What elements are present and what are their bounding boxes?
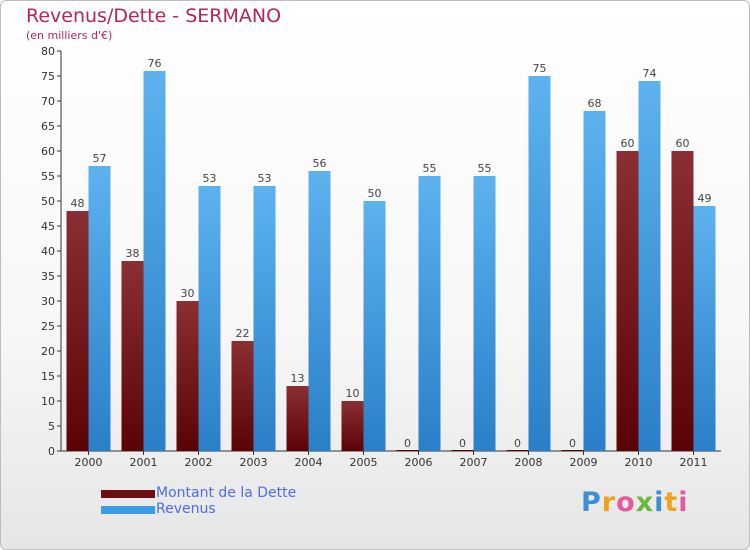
data-label-debt-2009: 0 [569,437,576,450]
chart-title: Revenus/Dette - SERMANO [26,5,282,27]
y-tick-label: 10 [41,395,55,408]
data-label-revenus-2008: 75 [533,62,547,75]
y-tick-label: 15 [41,370,55,383]
bar-revenus-2008 [528,76,551,451]
x-tick-label-2004: 2004 [295,456,323,469]
data-label-debt-2010: 60 [621,137,635,150]
chart-subtitle: (en milliers d'€) [26,29,113,42]
data-label-debt-2007: 0 [459,437,466,450]
bar-revenus-2002 [198,186,221,451]
bar-revenus-2009 [583,111,606,451]
data-label-debt-2008: 0 [514,437,521,450]
y-tick-label: 0 [48,445,55,458]
x-tick-label-2003: 2003 [240,456,268,469]
data-label-debt-2001: 38 [126,247,140,260]
y-tick-label: 50 [41,195,55,208]
bar-revenus-2010 [638,81,661,451]
bar-debt-2011 [671,151,694,451]
data-label-debt-2000: 48 [71,197,85,210]
y-tick-label: 80 [41,45,55,58]
legend-label-revenus: Revenus [156,501,216,517]
bar-debt-2002 [176,301,199,451]
y-tick-label: 60 [41,145,55,158]
x-tick-label-2005: 2005 [350,456,378,469]
data-label-revenus-2010: 74 [643,67,657,80]
bar-revenus-2007 [473,176,496,451]
x-tick-label-2010: 2010 [625,456,653,469]
y-tick-label: 70 [41,95,55,108]
bar-revenus-2003 [253,186,276,451]
data-label-revenus-2001: 76 [148,57,162,70]
bar-debt-2005 [341,401,364,451]
x-tick-label-2008: 2008 [515,456,543,469]
x-tick-label-2001: 2001 [130,456,158,469]
x-tick-label-2002: 2002 [185,456,213,469]
y-tick-label: 55 [41,170,55,183]
x-tick-label-2000: 2000 [75,456,103,469]
data-label-revenus-2004: 56 [313,157,327,170]
bar-revenus-2004 [308,171,331,451]
bar-revenus-2001 [143,71,166,451]
x-tick-label-2006: 2006 [405,456,433,469]
data-label-debt-2005: 10 [346,387,360,400]
data-label-revenus-2011: 49 [698,192,712,205]
y-tick-label: 40 [41,245,55,258]
y-tick-label: 25 [41,320,55,333]
legend-swatch-debt [101,490,155,498]
y-tick-label: 75 [41,70,55,83]
legend-label-debt: Montant de la Dette [156,485,297,501]
y-tick-label: 65 [41,120,55,133]
y-tick-label: 45 [41,220,55,233]
bar-debt-2004 [286,386,309,451]
data-label-debt-2006: 0 [404,437,411,450]
data-label-revenus-2005: 50 [368,187,382,200]
legend-swatch-revenus [101,506,155,514]
y-tick-label: 20 [41,345,55,358]
bar-revenus-2005 [363,201,386,451]
bar-revenus-2000 [88,166,111,451]
data-label-debt-2011: 60 [676,137,690,150]
bar-debt-2003 [231,341,254,451]
x-tick-label-2011: 2011 [680,456,708,469]
data-label-revenus-2000: 57 [93,152,107,165]
data-label-revenus-2009: 68 [588,97,602,110]
bar-revenus-2006 [418,176,441,451]
data-label-revenus-2006: 55 [423,162,437,175]
y-tick-label: 5 [48,420,55,433]
proxiti-logo: Proxiti [581,487,689,518]
data-label-debt-2003: 22 [236,327,250,340]
y-tick-label: 30 [41,295,55,308]
bar-debt-2010 [616,151,639,451]
bar-debt-2000 [66,211,89,451]
x-tick-label-2009: 2009 [570,456,598,469]
bar-revenus-2011 [693,206,716,451]
data-label-revenus-2003: 53 [258,172,272,185]
data-label-debt-2004: 13 [291,372,305,385]
bar-debt-2001 [121,261,144,451]
y-tick-label: 35 [41,270,55,283]
data-label-revenus-2007: 55 [478,162,492,175]
x-tick-label-2007: 2007 [460,456,488,469]
data-label-revenus-2002: 53 [203,172,217,185]
data-label-debt-2002: 30 [181,287,195,300]
